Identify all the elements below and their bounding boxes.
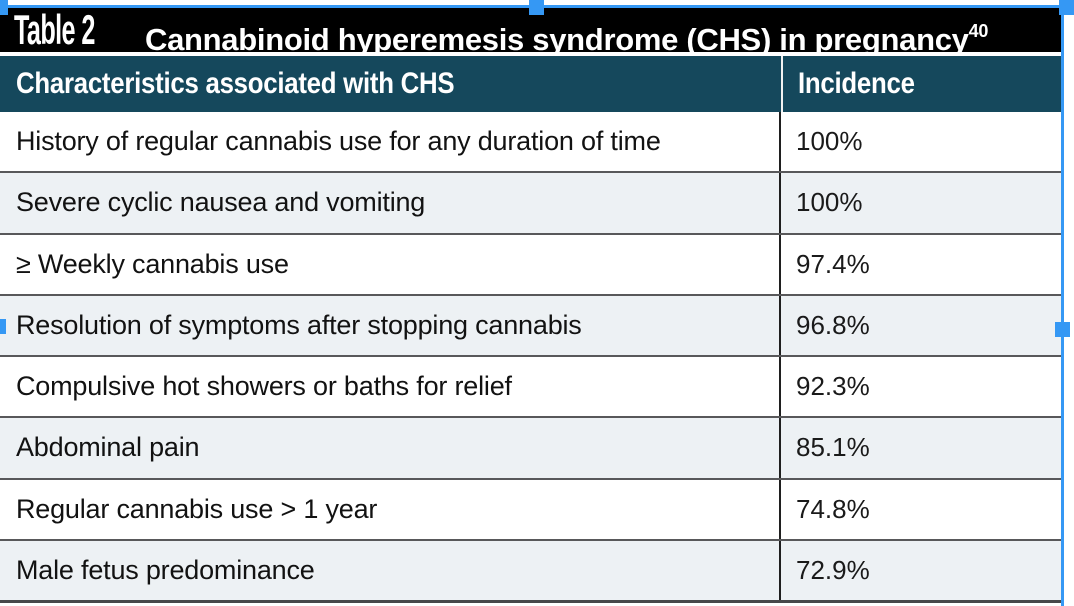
header-cell-characteristics: Characteristics associated with CHS — [0, 56, 783, 112]
characteristic-cell: Severe cyclic nausea and vomiting — [0, 173, 781, 233]
incidence-cell: 92.3% — [796, 371, 870, 402]
selection-handle-top-center[interactable] — [529, 0, 544, 15]
characteristic-cell: Abdominal pain — [0, 418, 781, 478]
incidence-cell: 100% — [796, 126, 863, 157]
characteristic-cell: Male fetus predominance — [0, 540, 781, 600]
table-title: Cannabinoid hyperemesis syndrome (CHS) i… — [145, 8, 988, 52]
selection-handle-middle-left[interactable] — [0, 319, 6, 334]
header-cell-incidence: Incidence — [783, 56, 1064, 112]
reference-superscript: 40 — [968, 21, 989, 41]
table-title-text: Cannabinoid hyperemesis syndrome (CHS) i… — [145, 22, 969, 52]
table-row: Compulsive hot showers or baths for reli… — [0, 355, 1064, 417]
header-characteristics-label: Characteristics associated with CHS — [16, 67, 455, 100]
selection-handle-middle-right[interactable] — [1055, 322, 1070, 337]
table-row: History of regular cannabis use for any … — [0, 112, 1064, 172]
incidence-cell: 72.9% — [796, 554, 870, 585]
table-row: ≥ Weekly cannabis use 97.4% — [0, 232, 1064, 294]
incidence-cell: 96.8% — [796, 309, 870, 340]
incidence-cell: 97.4% — [796, 248, 870, 279]
characteristic-cell: ≥ Weekly cannabis use — [0, 234, 781, 294]
characteristic-cell: History of regular cannabis use for any … — [0, 112, 781, 172]
table-row: Regular cannabis use > 1 year 74.8% — [0, 477, 1064, 539]
incidence-cell: 100% — [796, 187, 863, 218]
selection-border-right — [1061, 5, 1064, 606]
table-number-label: Table 2 — [14, 8, 95, 52]
selection-handle-top-left[interactable] — [0, 0, 8, 15]
characteristic-cell: Resolution of symptoms after stopping ca… — [0, 295, 781, 355]
table-body: History of regular cannabis use for any … — [0, 112, 1064, 603]
characteristic-cell: Regular cannabis use > 1 year — [0, 479, 781, 539]
selection-handle-top-right[interactable] — [1059, 0, 1074, 15]
table-row: Resolution of symptoms after stopping ca… — [0, 293, 1064, 355]
table-title-bar: Table 2 Cannabinoid hyperemesis syndrome… — [0, 8, 1064, 52]
incidence-cell: 74.8% — [796, 493, 870, 524]
header-incidence-label: Incidence — [798, 67, 915, 100]
table-row: Abdominal pain 85.1% — [0, 416, 1064, 478]
table-row: Severe cyclic nausea and vomiting 100% — [0, 171, 1064, 233]
characteristic-cell: Compulsive hot showers or baths for reli… — [0, 357, 781, 417]
table-header-row: Characteristics associated with CHS Inci… — [0, 56, 1064, 112]
incidence-cell: 85.1% — [796, 432, 870, 463]
table-row: Male fetus predominance 72.9% — [0, 538, 1064, 600]
